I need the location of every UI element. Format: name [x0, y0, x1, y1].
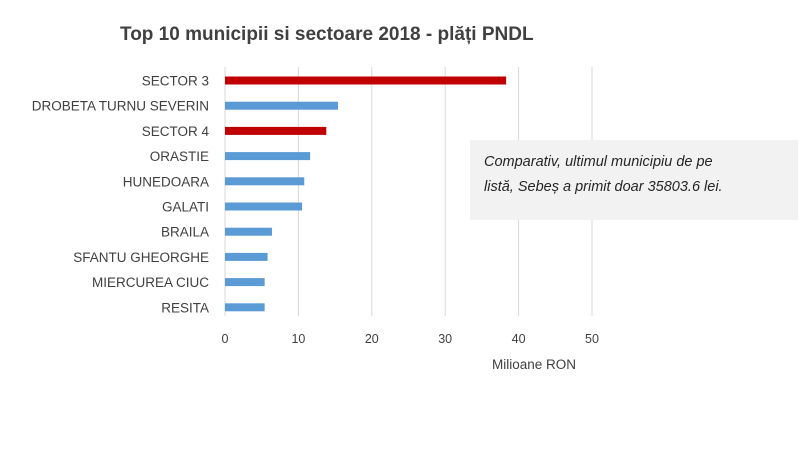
bar-2	[225, 126, 327, 135]
bar-8	[225, 278, 265, 287]
category-label-6: BRAILA	[161, 225, 209, 240]
x-tick-label-5: 50	[585, 332, 599, 346]
category-label-7: SFANTU GHEORGHE	[73, 250, 209, 265]
chart-title: Top 10 municipii si sectoare 2018 - plăț…	[120, 24, 534, 45]
x-axis-label: Milioane RON	[492, 357, 576, 372]
category-label-9: RESITA	[161, 300, 209, 315]
annotation-box: Comparativ, ultimul municipiu de pe list…	[470, 140, 798, 220]
bar-7	[225, 252, 268, 261]
bar-0	[225, 76, 507, 85]
annotation-line-2: listă, Sebeș a primit doar 35803.6 lei.	[484, 179, 723, 195]
category-label-8: MIERCUREA CIUC	[92, 275, 209, 290]
category-label-2: SECTOR 4	[142, 124, 210, 139]
bar-1	[225, 101, 339, 110]
x-tick-label-2: 20	[365, 332, 379, 346]
bar-5	[225, 202, 303, 211]
bar-9	[225, 303, 265, 312]
bar-3	[225, 152, 311, 161]
x-tick-label-4: 40	[512, 332, 526, 346]
category-label-0: SECTOR 3	[142, 74, 209, 89]
x-tick-label-0: 0	[222, 332, 229, 346]
bar-6	[225, 227, 272, 236]
category-label-5: GALATI	[162, 200, 209, 215]
x-tick-label-3: 30	[438, 332, 452, 346]
category-label-4: HUNEDOARA	[123, 174, 209, 189]
bar-4	[225, 177, 305, 186]
category-labels: SECTOR 3 DROBETA TURNU SEVERIN SECTOR 4 ORA…	[32, 74, 210, 316]
annotation-line-1: Comparativ, ultimul municipiu de pe	[484, 154, 713, 170]
bars	[225, 76, 507, 312]
category-label-3: ORASTIE	[150, 149, 209, 164]
x-tick-label-1: 10	[291, 332, 305, 346]
category-label-1: DROBETA TURNU SEVERIN	[32, 99, 209, 114]
x-tick-labels: 0 10 20 30 40 50	[222, 332, 599, 346]
